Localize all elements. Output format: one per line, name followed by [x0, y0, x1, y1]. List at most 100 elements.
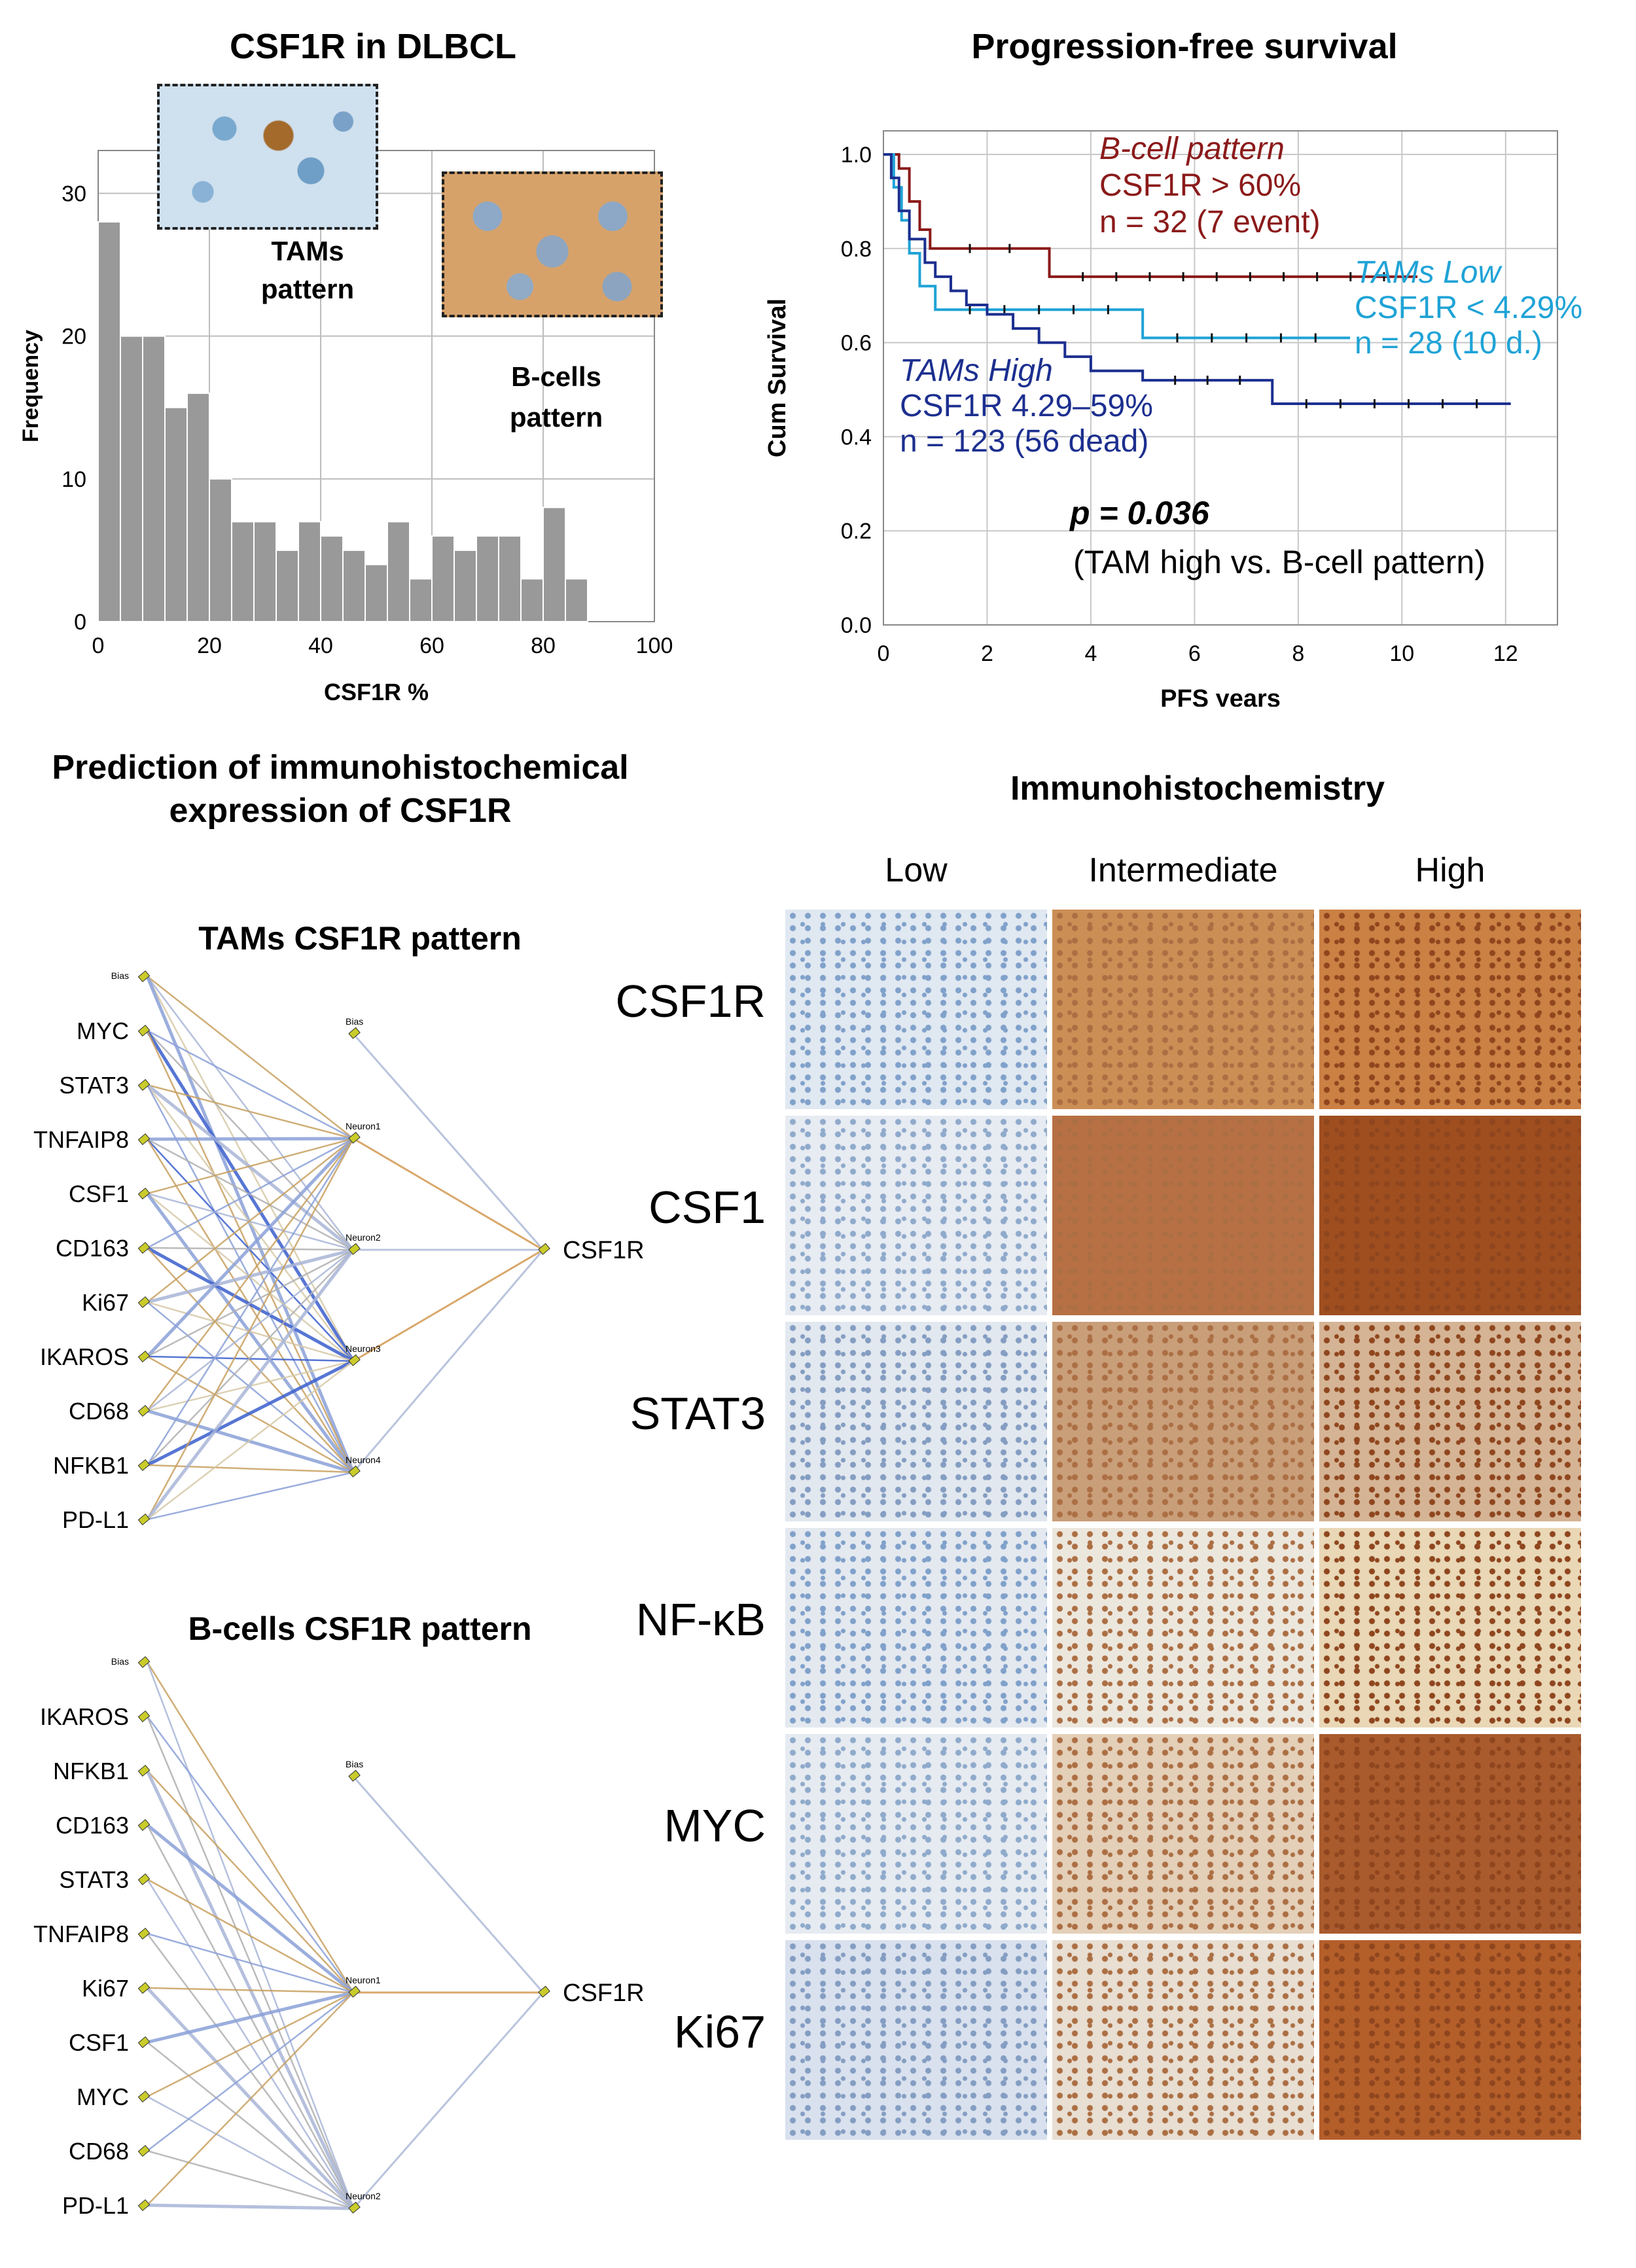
pencil-icon: [137, 2090, 151, 2103]
pencil-icon: [348, 1027, 361, 1039]
x-tick-label: 60: [419, 633, 444, 658]
histogram-bar: [342, 549, 366, 623]
nn-connection: [146, 1138, 355, 1520]
input-node-label: CD163: [56, 1235, 129, 1262]
nn-connection: [353, 1249, 544, 1362]
nn-connection: [147, 1987, 354, 1994]
tams-inset-image: [157, 84, 378, 230]
ihc-column-low: Low: [885, 851, 948, 889]
pencil-icon: [137, 970, 151, 983]
ihc-tile: [1319, 1734, 1581, 1934]
pencil-icon: [137, 1024, 151, 1037]
x-tick-label: 2: [981, 641, 993, 666]
ihc-row-label: CSF1: [649, 1182, 766, 1233]
pencil-icon: [348, 1243, 361, 1255]
nn-connection: [146, 1084, 355, 1251]
bcell-annotation-n: n = 32 (7 event): [1099, 205, 1321, 239]
nn-connection: [147, 1137, 354, 1249]
histogram-bar: [520, 578, 544, 623]
histogram-title: CSF1R in DLBCL: [230, 27, 516, 66]
pencil-icon: [137, 1873, 151, 1886]
survival-curve: [883, 152, 1511, 406]
histogram-bar: [142, 335, 166, 622]
histogram-bar: [164, 406, 188, 622]
nn-title: Prediction of immunohistochemical expres…: [52, 749, 629, 830]
km-chart: 0.0 0.2 0.4 0.6 0.8 1.0 0 2 4 6 8 10 12 PFS years Cum …: [764, 130, 1558, 707]
y-tick-label: 1.0: [841, 143, 872, 168]
histogram-bar: [498, 535, 522, 622]
nn-connection: [145, 1192, 355, 1474]
histogram-bar: [120, 335, 143, 622]
x-tick-label: 4: [1084, 641, 1097, 666]
plot-frame: [883, 130, 1558, 626]
hidden-node-label: Neuron1: [346, 1121, 381, 1131]
input-node-label: NFKB1: [53, 1758, 129, 1784]
input-node-label: Ki67: [82, 1975, 129, 2002]
input-node-label: CD68: [69, 1398, 129, 1425]
nn-connection: [145, 1029, 355, 1362]
input-node-label: CSF1: [69, 2029, 129, 2056]
nn-connection: [147, 2042, 354, 2209]
ihc-tile: [1319, 1940, 1581, 2140]
tams-high-annotation: TAMs High CSF1R 4.29–59% n = 123 (56 dea…: [900, 353, 1153, 459]
pencil-icon: [348, 1354, 361, 1366]
x-tick-label: 0: [878, 641, 890, 666]
histogram-chart: 0 10 20 30 0 20 40 60 80 100 CSF1R % Frequency: [18, 150, 673, 705]
histogram-bar: [431, 535, 455, 622]
ihc-row-label: Ki67: [673, 2006, 766, 2057]
pencil-icon: [137, 1927, 151, 1940]
histogram-bar: [565, 578, 588, 623]
histogram-bar: [365, 563, 388, 623]
nn-connection: [147, 1992, 354, 2152]
nn-connection: [147, 1138, 354, 1251]
ihc-tile: [785, 910, 1047, 1109]
pencil-icon: [137, 1710, 151, 1723]
tams-pattern-label: TAMs pattern: [260, 236, 355, 304]
histogram-bar: [231, 521, 255, 622]
y-tick-label: 30: [62, 181, 86, 206]
histogram-bar: [320, 535, 344, 622]
nn-connection: [147, 1878, 354, 1994]
histogram-bar: [453, 549, 477, 623]
input-node-label: CD163: [56, 1812, 129, 1839]
x-tick-label: 6: [1188, 641, 1201, 666]
pencil-icon: [538, 1243, 550, 1255]
pencil-icon: [137, 1981, 151, 1994]
nn-connection: [147, 976, 354, 1250]
ihc-tile: [1052, 1116, 1314, 1315]
nn-connection: [147, 1992, 354, 2206]
nn-connection: [147, 1139, 354, 1362]
pencil-icon: [137, 1459, 151, 1472]
ihc-row-label: NF-κB: [635, 1594, 766, 1645]
input-node-label: Ki67: [82, 1289, 129, 1316]
pencil-icon: [137, 1656, 151, 1669]
pencil-icon: [137, 1133, 151, 1146]
nn-connection: [146, 1084, 355, 1473]
histogram-bar: [298, 521, 321, 622]
x-tick-label: 100: [636, 633, 673, 658]
nn-connection: [146, 1359, 355, 1467]
input-node-label: IKAROS: [40, 1703, 129, 1730]
nn-connection: [352, 1249, 544, 1473]
x-axis-label: CSF1R %: [324, 679, 429, 705]
pvalue-label: p = 0.036: [1070, 495, 1209, 531]
nn-connection: [147, 2150, 354, 2210]
nn-connection: [147, 1084, 354, 1140]
nn-connection: [147, 1770, 354, 1993]
nn-connection: [147, 1301, 354, 1362]
input-node-label: IKAROS: [40, 1343, 129, 1370]
pencil-icon: [348, 1465, 361, 1478]
bcells-pattern-label: B-cells pattern: [509, 361, 603, 433]
nn-connection: [146, 1084, 355, 1362]
pencil-icon: [348, 1769, 361, 1782]
input-node-label: CSF1: [69, 1180, 129, 1207]
histogram-bar: [542, 506, 566, 622]
ihc-tile: [1052, 1940, 1314, 2140]
x-axis-label: PFS years: [1160, 685, 1281, 707]
output-node-label: CSF1R: [563, 1979, 645, 2007]
input-node-label: PD-L1: [62, 2192, 129, 2219]
input-node-label: STAT3: [59, 1072, 129, 1099]
km-title: Progression-free survival: [971, 27, 1398, 66]
tams-high-annotation-name: TAMs High: [900, 353, 1053, 388]
nn-connection: [147, 1247, 354, 1473]
